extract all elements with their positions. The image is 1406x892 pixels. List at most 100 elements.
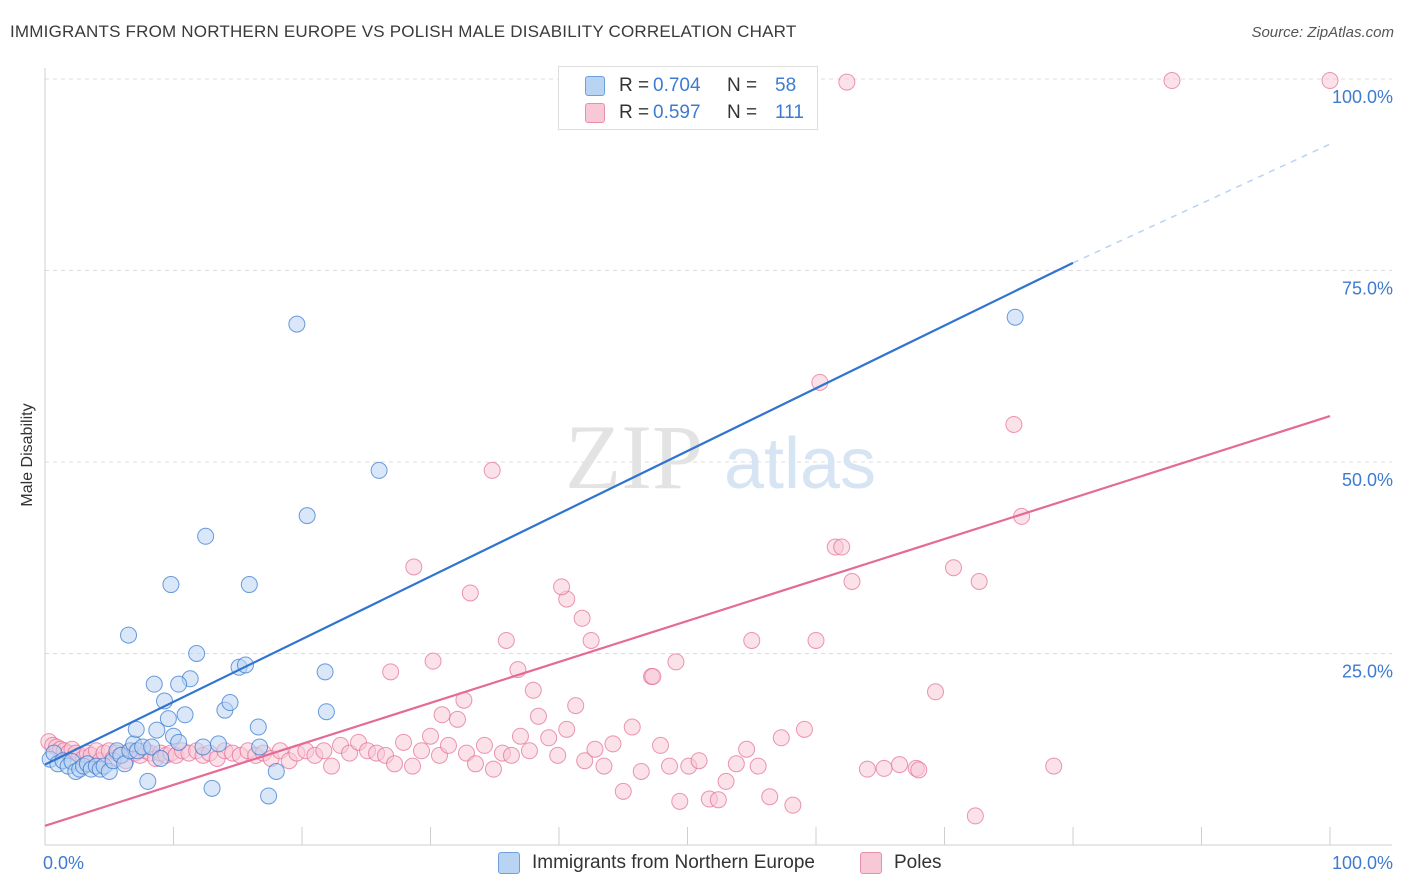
northern-europe-point	[120, 626, 138, 644]
series-legend: Immigrants from Northern Europe Poles	[0, 850, 1406, 880]
axes	[44, 68, 1392, 846]
poles-point	[927, 683, 945, 701]
poles-point	[709, 791, 727, 809]
northern-europe-point	[1006, 308, 1024, 326]
legend-label-northern-europe: Immigrants from Northern Europe	[532, 852, 815, 873]
poles-point	[727, 755, 745, 773]
poles-point	[386, 755, 404, 773]
poles-point	[743, 631, 761, 649]
poles-point	[433, 706, 451, 724]
poles-point	[623, 718, 641, 736]
poles-point	[632, 762, 650, 780]
trendline-northern-europe	[44, 261, 1074, 766]
northern-europe-point	[316, 663, 334, 681]
poles-point	[524, 681, 542, 699]
poles-point	[795, 720, 813, 738]
poles-point	[511, 727, 529, 745]
tick-labels: 25.0% 50.0% 75.0% 100.0% 0.0% 100.0%	[43, 87, 1393, 873]
poles-point	[520, 742, 538, 760]
poles-point	[395, 733, 413, 751]
watermark: ZIP atlas	[565, 406, 876, 508]
poles-point	[970, 572, 988, 590]
poles-point	[439, 736, 457, 754]
northern-europe-point	[260, 787, 278, 805]
legend-n-value: 111	[775, 102, 804, 123]
northern-europe-point	[170, 675, 188, 693]
poles-point	[910, 761, 928, 779]
northern-europe-point	[176, 706, 194, 724]
northern-europe-point	[249, 718, 267, 736]
northern-europe-point	[197, 527, 215, 545]
watermark-zip: ZIP	[565, 406, 703, 508]
legend-row-blue: R = 0.704 N = 58	[585, 73, 796, 99]
trendline-northern-europe-extension	[1072, 143, 1331, 264]
northern-europe-point	[170, 733, 188, 751]
source-credit: Source: ZipAtlas.com	[1251, 24, 1394, 41]
northern-europe-point	[145, 675, 163, 693]
poles-point	[717, 772, 735, 790]
poles-point	[461, 584, 479, 602]
legend-n-label: N =	[727, 75, 758, 96]
poles-point	[576, 752, 594, 770]
poles-point	[661, 757, 679, 775]
gridlines	[45, 78, 1392, 654]
poles-point	[422, 727, 439, 745]
poles-point	[667, 653, 685, 671]
northern-europe-point	[240, 576, 258, 594]
poles-point	[772, 729, 790, 747]
poles-point	[966, 807, 984, 825]
legend-r-label: R =	[619, 75, 650, 96]
poles-point	[466, 755, 484, 773]
northern-europe-point	[221, 694, 239, 712]
poles-point	[558, 720, 576, 738]
northern-europe-point	[127, 720, 145, 738]
y-tick-label: 50.0%	[1342, 470, 1393, 490]
poles-point	[405, 558, 423, 576]
northern-europe-point	[370, 461, 388, 479]
poles-point	[671, 792, 689, 810]
poles-point	[944, 559, 962, 577]
y-tick-label: 100.0%	[1332, 87, 1393, 107]
poles-point	[614, 782, 632, 800]
legend-item-northern-europe[interactable]: Immigrants from Northern Europe	[498, 852, 815, 874]
northern-europe-point	[188, 645, 206, 662]
legend-r-label: R =	[619, 102, 650, 123]
northern-europe-point	[267, 762, 285, 780]
poles-point	[315, 742, 333, 760]
poles-point	[382, 663, 400, 681]
y-tick-label: 25.0%	[1342, 662, 1393, 682]
poles-point	[567, 697, 585, 715]
poles-point	[1005, 415, 1023, 433]
poles-point	[1045, 757, 1063, 775]
poles-point	[448, 710, 466, 728]
y-tick-label: 75.0%	[1342, 279, 1393, 299]
northern-europe-point	[194, 738, 212, 756]
poles-point	[497, 631, 515, 649]
poles-point	[573, 609, 591, 627]
trendline-poles	[44, 414, 1331, 827]
poles-point	[761, 788, 779, 806]
legend-swatch-blue	[585, 76, 605, 96]
poles-point	[807, 631, 825, 649]
northern-europe-point	[288, 315, 306, 333]
legend-item-poles[interactable]: Poles	[860, 852, 942, 874]
correlation-legend: R = 0.704 N = 58 R = 0.597 N = 111	[558, 66, 818, 130]
northern-europe-point	[251, 738, 269, 756]
poles-point	[549, 746, 567, 764]
legend-swatch-pink	[860, 852, 882, 874]
poles-point	[582, 631, 600, 649]
poles-point	[833, 538, 851, 556]
poles-point	[604, 735, 622, 753]
trendlines	[44, 143, 1331, 827]
poles-point	[586, 740, 604, 758]
legend-swatch-pink	[585, 103, 605, 123]
northern-europe-point	[162, 576, 180, 594]
northern-europe-point	[139, 772, 157, 790]
legend-n-value: 58	[775, 75, 797, 96]
poles-point	[652, 736, 670, 754]
northern-europe-point	[143, 738, 161, 756]
poles-point	[483, 461, 501, 479]
northern-europe-point	[152, 749, 170, 767]
northern-europe-point	[148, 721, 166, 739]
northern-europe-point	[317, 703, 335, 721]
